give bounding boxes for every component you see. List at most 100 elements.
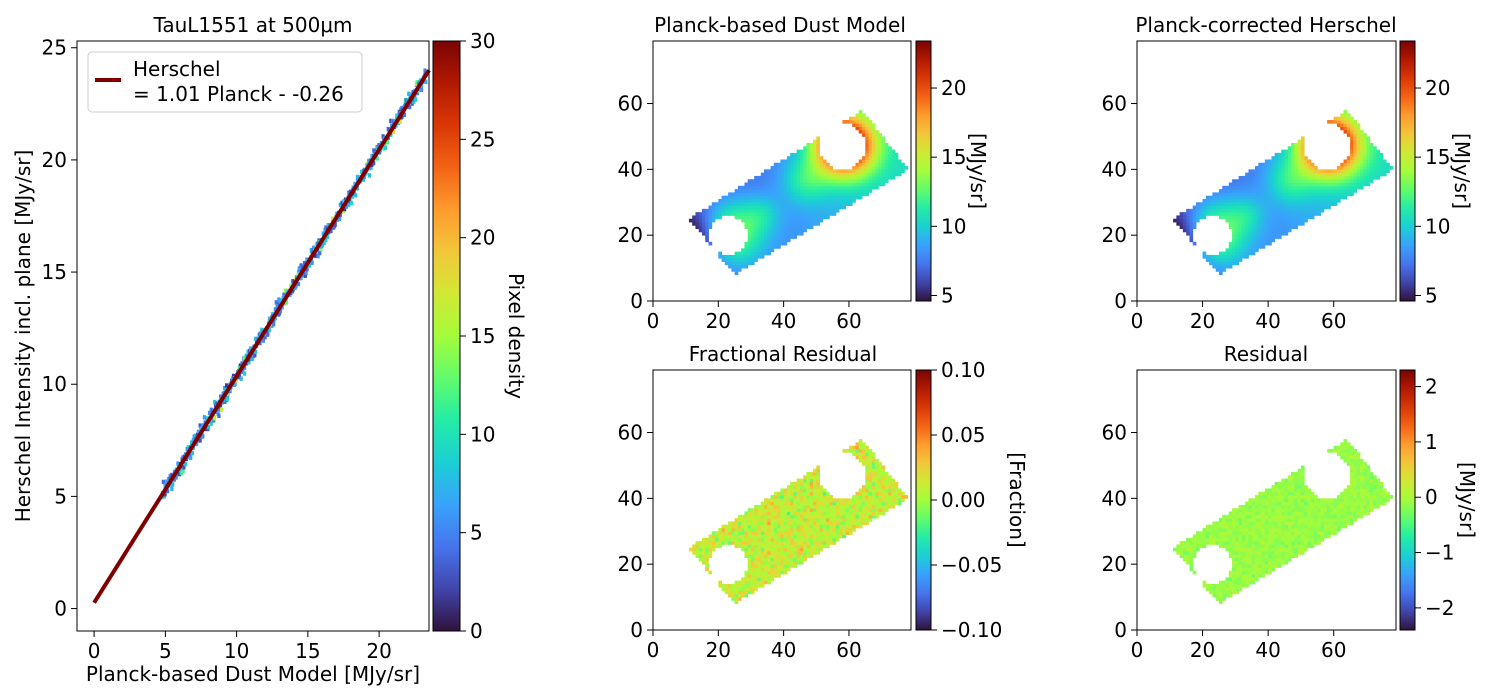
map-cell <box>878 175 883 180</box>
map-cell <box>1320 182 1325 187</box>
map-cell <box>799 215 804 220</box>
map-cell <box>799 485 804 489</box>
map-cell <box>1251 222 1256 226</box>
map-cell <box>1304 218 1308 223</box>
map-cell <box>1277 172 1282 177</box>
map-cell <box>816 175 820 180</box>
map-cell <box>1297 511 1302 516</box>
map-cell <box>875 498 879 503</box>
map-cell <box>737 518 742 522</box>
map-cell <box>796 159 801 164</box>
map-cell <box>799 212 804 216</box>
map-cell <box>832 511 837 516</box>
map-cell <box>1287 205 1292 210</box>
map-cell <box>1228 574 1233 578</box>
map-cell <box>1228 189 1233 193</box>
map-cell <box>803 228 807 233</box>
map-cell <box>1228 590 1233 595</box>
map-cell <box>750 534 755 539</box>
map-cell <box>1300 521 1305 526</box>
map-cell <box>835 537 840 542</box>
map-cell <box>721 208 726 213</box>
map-cell <box>1277 231 1282 236</box>
map-cell <box>826 202 830 206</box>
density-point <box>415 90 419 96</box>
map-cell <box>796 491 801 496</box>
map-cell <box>793 521 798 526</box>
map-cell <box>728 527 732 532</box>
map-cell <box>760 567 765 572</box>
map-cell <box>1222 583 1226 588</box>
density-point <box>186 454 190 460</box>
map-cell <box>734 264 739 269</box>
map-cell <box>793 560 798 565</box>
map-cell <box>865 504 869 509</box>
map-cell <box>1287 166 1292 170</box>
map-cell <box>1189 225 1194 229</box>
map-cell <box>842 172 847 177</box>
map-cell <box>1297 156 1302 160</box>
map-cell <box>822 498 827 503</box>
map-cell <box>871 458 876 463</box>
map-cell <box>1251 189 1256 193</box>
map-cell <box>760 248 765 253</box>
map-cell <box>1353 119 1358 124</box>
density-point <box>237 374 242 379</box>
map-cell <box>708 212 713 216</box>
map-cell <box>1343 521 1348 526</box>
map-cell <box>1346 126 1351 131</box>
map-cell <box>1346 123 1351 127</box>
map-cell <box>868 455 873 460</box>
map-cell <box>786 162 791 167</box>
map-cell <box>813 149 817 154</box>
map-cell <box>1281 198 1285 203</box>
map-cell <box>1222 537 1226 542</box>
planck-model-colorbar <box>915 40 932 302</box>
map-cell <box>813 159 817 164</box>
map-cell <box>1340 185 1344 190</box>
map-cell <box>747 570 752 575</box>
map-cell <box>1277 205 1282 210</box>
map-cell <box>1202 215 1207 220</box>
map-cell <box>852 175 856 180</box>
map-cell <box>1274 198 1279 203</box>
map-cell <box>1228 205 1233 210</box>
map-cell <box>1222 208 1226 213</box>
map-cell <box>1363 166 1367 170</box>
map-cell <box>1297 531 1302 535</box>
map-cell <box>1261 527 1266 532</box>
map-cell <box>1314 518 1318 522</box>
map-cell <box>790 564 794 568</box>
map-cell <box>1199 534 1203 539</box>
map-cell <box>731 527 736 532</box>
map-cell <box>865 149 869 154</box>
map-cell <box>1225 590 1230 595</box>
map-cell <box>1264 570 1269 575</box>
map-cell <box>1248 169 1253 174</box>
map-cell <box>777 215 781 220</box>
map-cell <box>809 472 814 476</box>
map-cell <box>1327 205 1331 210</box>
map-cell <box>1212 534 1217 539</box>
map-cell <box>777 498 781 503</box>
map-cell <box>809 551 814 555</box>
map-cell <box>1287 169 1292 174</box>
map-cell <box>1350 139 1354 144</box>
map-cell <box>819 172 824 177</box>
map-cell <box>770 238 775 243</box>
map-cell <box>773 570 778 575</box>
map-cell <box>767 514 771 519</box>
map-cell <box>1281 231 1285 236</box>
map-cell <box>871 478 876 483</box>
map-cell <box>1274 518 1279 522</box>
map-cell <box>875 458 879 463</box>
map-cell <box>737 580 742 585</box>
map-cell <box>1304 192 1308 197</box>
map-cell <box>865 485 869 489</box>
map-cell <box>754 218 758 223</box>
map-cell <box>760 212 765 216</box>
map-cell <box>865 514 869 519</box>
map-cell <box>1268 554 1272 558</box>
map-cell <box>1241 551 1246 555</box>
map-cell <box>1320 537 1325 542</box>
